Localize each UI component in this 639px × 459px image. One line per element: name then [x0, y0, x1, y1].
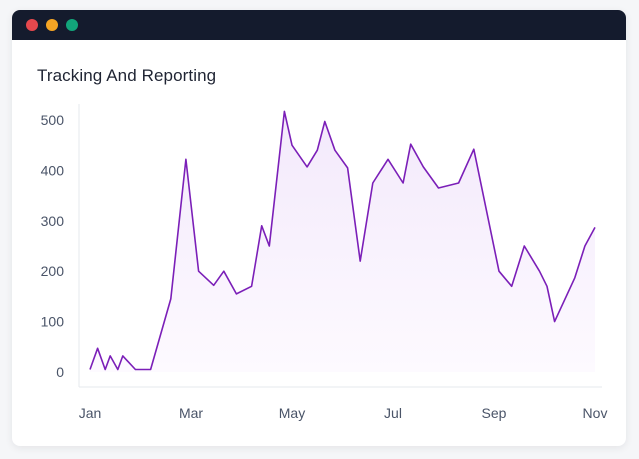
x-tick-label: May	[279, 405, 305, 421]
y-axis-ticks: 0 100 200 300 400 500	[41, 112, 65, 380]
y-tick-label: 400	[41, 162, 65, 178]
close-dot-icon[interactable]	[26, 19, 38, 31]
chart-window: Tracking And Reporting 0 100 200 300 400 500 …	[12, 10, 626, 446]
y-tick-label: 0	[56, 364, 64, 380]
minimize-dot-icon[interactable]	[46, 19, 58, 31]
x-tick-label: Jan	[79, 405, 102, 421]
y-tick-label: 200	[41, 263, 65, 279]
chart-title: Tracking And Reporting	[37, 66, 217, 85]
line-chart: 0 100 200 300 400 500 Jan Mar May Jul Sep Nov	[41, 104, 608, 421]
y-tick-label: 100	[41, 314, 65, 330]
y-tick-label: 500	[41, 112, 65, 128]
x-tick-label: Jul	[384, 405, 402, 421]
x-axis-ticks: Jan Mar May Jul Sep Nov	[79, 405, 608, 421]
y-tick-label: 300	[41, 213, 65, 229]
maximize-dot-icon[interactable]	[66, 19, 78, 31]
x-tick-label: Nov	[583, 405, 608, 421]
series-area	[90, 111, 595, 373]
series-line	[89, 110, 596, 371]
x-tick-label: Sep	[482, 405, 507, 421]
x-tick-label: Mar	[179, 405, 203, 421]
window-titlebar	[12, 10, 626, 40]
